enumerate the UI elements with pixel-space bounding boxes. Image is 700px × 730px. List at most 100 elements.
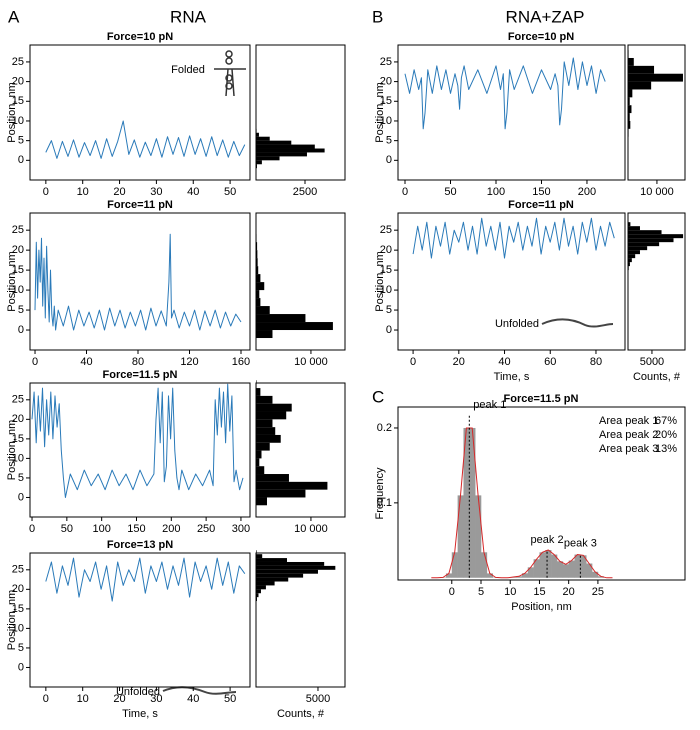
x-tick-label: 10 000 [294, 356, 328, 368]
histogram-bar [256, 290, 260, 299]
histogram-frame [255, 552, 346, 688]
y-tick-label: 10 [12, 452, 24, 464]
histogram-bar [256, 558, 287, 562]
y-axis-label: Position, nm [6, 420, 18, 481]
histogram-bar [533, 559, 540, 578]
panel-letter: A [8, 7, 20, 26]
histogram-bar [256, 380, 257, 389]
histogram-bar [256, 136, 270, 141]
plot-frame [397, 44, 626, 181]
x-axis-label: Position, nm [511, 601, 572, 613]
histogram-bar [556, 561, 564, 578]
peak-label: peak 3 [564, 538, 597, 550]
panel-title: RNA+ZAP [506, 7, 585, 26]
histogram-bar [256, 581, 275, 586]
histogram-bar [256, 148, 325, 153]
y-tick-label: 5 [386, 304, 392, 316]
histogram-bar [475, 495, 482, 578]
y-tick-label: 0 [386, 154, 392, 166]
y-tick-label: 15 [12, 95, 24, 107]
area-value: 67% [655, 415, 677, 427]
histogram-bar [457, 495, 464, 578]
y-tick-label: 25 [380, 56, 392, 68]
x-axis-label: Time, s [494, 371, 530, 383]
histogram-bar [628, 266, 629, 271]
trace [45, 120, 246, 159]
chart-title: Force=11.5 pN [504, 393, 579, 405]
histogram-bar [628, 222, 631, 227]
histogram-bar [256, 419, 273, 428]
histogram-bar [628, 73, 683, 82]
x-tick-label: 50 [444, 186, 456, 198]
histogram-bar [628, 113, 630, 121]
trace [45, 557, 246, 602]
histogram-bar [256, 466, 265, 475]
histogram-bar [256, 411, 287, 420]
histogram-bar [568, 560, 575, 578]
trace [34, 233, 242, 331]
histogram-bar [628, 258, 632, 263]
histogram-bar [445, 573, 453, 578]
y-tick-label: 0.1 [377, 497, 392, 509]
peak-label: peak 2 [531, 534, 564, 546]
histogram-bar [256, 140, 292, 145]
histogram-bar [628, 246, 648, 251]
x-tick-label: 0 [43, 693, 49, 705]
y-axis-label: Position, nm [6, 590, 18, 651]
histogram-bar [256, 489, 306, 498]
x-tick-label: 15 [533, 586, 545, 598]
histogram-bar [628, 262, 630, 267]
histogram-bar [256, 322, 333, 331]
chart-title: Force=10 pN [508, 31, 574, 43]
histogram-bar [256, 554, 263, 559]
x-tick-label: 50 [224, 186, 236, 198]
histogram-bar [256, 314, 306, 323]
histogram-bar [628, 57, 634, 66]
x-tick-label: 10 [77, 693, 89, 705]
plot-frame [397, 212, 626, 351]
annotation: Folded [171, 64, 205, 76]
plot-frame [29, 552, 251, 688]
histogram-bar [628, 120, 631, 129]
annotation: Unfolded [116, 686, 160, 698]
hairpin-icon [214, 50, 246, 97]
histogram-bar [256, 561, 325, 566]
histogram-bar [256, 282, 265, 291]
y-tick-label: 15 [12, 603, 24, 615]
histogram-bar [256, 266, 259, 275]
y-axis-label: Frequency [374, 467, 386, 519]
area-label: Area peak 2 [599, 429, 658, 441]
histogram-bar [628, 50, 629, 58]
x-tick-label: 50 [224, 693, 236, 705]
area-value: 13% [655, 443, 677, 455]
y-tick-label: 10 [12, 284, 24, 296]
histogram-bar [628, 81, 652, 90]
histogram-bar [256, 585, 266, 590]
y-tick-label: 5 [18, 642, 24, 654]
histogram-bar [628, 238, 674, 243]
x-tick-label: 60 [544, 356, 556, 368]
histogram-bar [545, 550, 552, 578]
y-tick-label: 0.2 [377, 422, 392, 434]
x-tick-label: 0 [43, 186, 49, 198]
x-tick-label: 150 [532, 186, 550, 198]
histogram-bar [486, 573, 493, 578]
histogram-bar [628, 89, 633, 98]
histogram-bar [256, 569, 318, 574]
x-tick-label: 0 [410, 356, 416, 368]
x-tick-label: 20 [113, 693, 125, 705]
chart-title: Force=11 pN [508, 199, 574, 211]
histogram-bar [521, 573, 529, 578]
histogram-bar [256, 597, 257, 602]
x-tick-label: 40 [187, 693, 199, 705]
x-tick-label: 20 [453, 356, 465, 368]
histogram-frame [255, 44, 346, 181]
histogram-bar [586, 563, 593, 578]
x-tick-label: 50 [61, 523, 73, 535]
x-tick-label: 20 [563, 586, 575, 598]
histogram-bar [628, 242, 660, 247]
x-tick-label: 200 [162, 523, 180, 535]
x-tick-label: 160 [232, 356, 250, 368]
x-axis-label: Counts, # [277, 708, 325, 720]
